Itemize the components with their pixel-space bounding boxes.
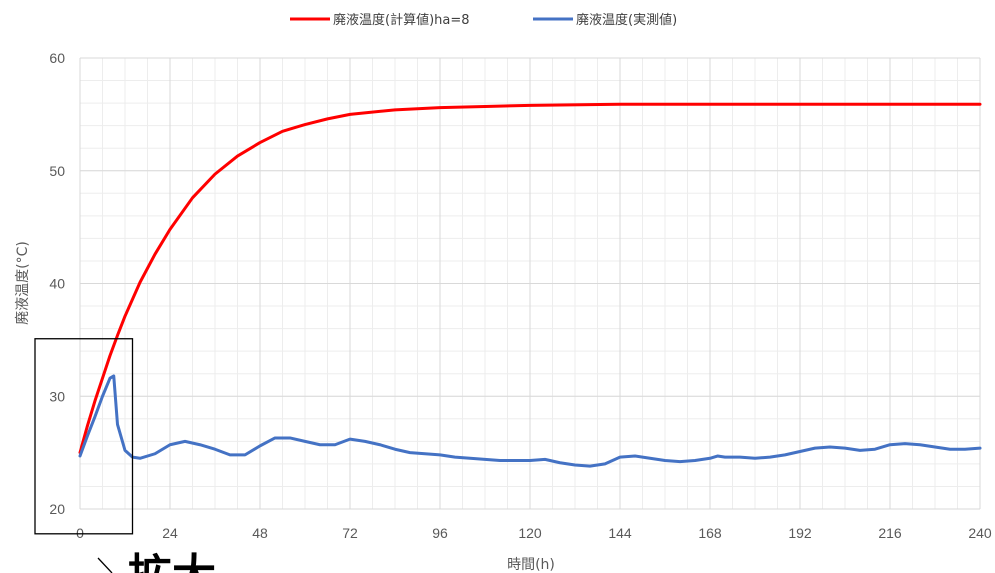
x-tick-label: 216 [878,525,902,541]
x-tick-label: 120 [518,525,542,541]
series-group [78,102,982,468]
x-tick-label: 0 [76,525,84,541]
x-axis-title: 時間(h) [507,557,555,573]
y-axis-tick-labels: 20 30 40 50 60 [49,50,65,517]
x-tick-label: 72 [342,525,358,541]
legend: 廃液温度(計算値)ha=8 廃液温度(実測値) [290,12,677,28]
zoom-callout-line [97,557,113,573]
zoom-callout-text: 拡大 [128,550,216,573]
series-line-calculated [78,102,982,455]
y-tick-label: 30 [49,388,65,404]
y-tick-label: 50 [49,163,65,179]
y-tick-label: 20 [49,501,65,517]
x-tick-label: 24 [162,525,178,541]
x-tick-label: 144 [608,525,632,541]
major-gridlines [79,57,981,510]
x-tick-label: 48 [252,525,268,541]
legend-label-measured: 廃液温度(実測値) [576,12,677,28]
x-axis-tick-labels: 0 24 48 72 96 120 144 168 192 216 240 [76,525,992,541]
y-tick-label: 60 [49,50,65,66]
x-tick-label: 168 [698,525,722,541]
y-tick-label: 40 [49,276,65,292]
x-tick-label: 240 [968,525,992,541]
y-axis-title: 廃液温度(°C) [14,241,31,325]
zoom-box [34,338,134,535]
zoom-annotation: 拡大 [34,338,216,573]
x-tick-label: 192 [788,525,812,541]
x-tick-label: 96 [432,525,448,541]
series-line-measured [78,374,982,468]
legend-label-calculated: 廃液温度(計算値)ha=8 [333,12,470,28]
